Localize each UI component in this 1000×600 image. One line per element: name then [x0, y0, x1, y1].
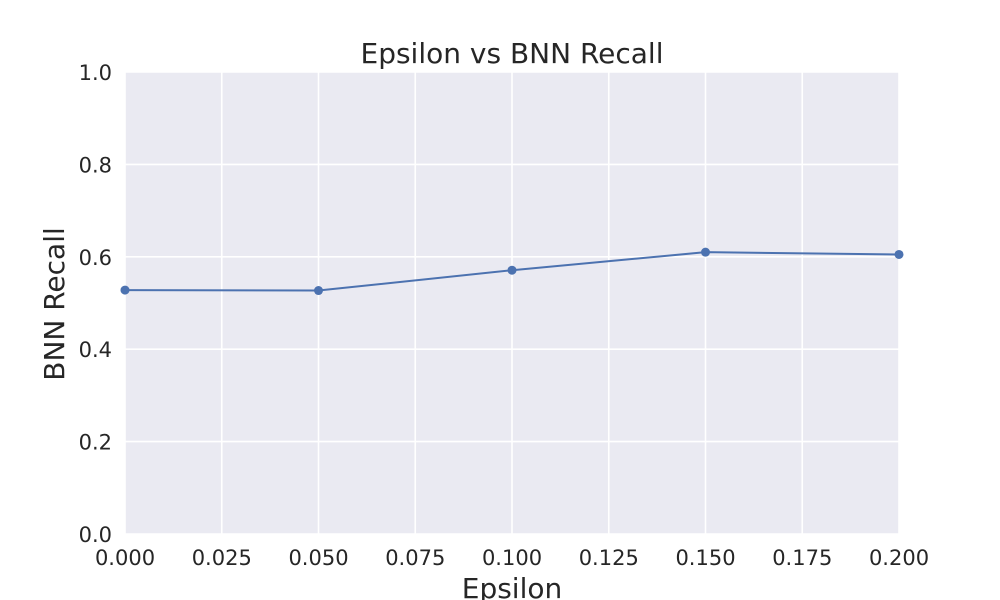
x-tick-label: 0.125: [579, 546, 639, 570]
data-point: [120, 285, 130, 295]
series-layer: [120, 247, 904, 296]
y-tick-label: 0.6: [79, 246, 112, 270]
x-tick-label: 0.025: [192, 546, 252, 570]
data-point: [507, 265, 517, 275]
x-tick-label: 0.050: [288, 546, 348, 570]
y-tick-label: 0.2: [79, 431, 112, 455]
x-tick-label: 0.075: [385, 546, 445, 570]
x-axis-label: Epsilon: [462, 572, 563, 600]
y-tick-label: 0.8: [79, 153, 112, 177]
y-tick-label: 1.0: [79, 61, 112, 85]
y-tick-labels: 0.0 0.2 0.4 0.6 0.8 1.0: [79, 61, 112, 547]
y-tick-label: 0.4: [79, 338, 112, 362]
y-axis-label: BNN Recall: [38, 227, 71, 381]
x-tick-label: 0.100: [482, 546, 542, 570]
y-tick-label: 0.0: [79, 523, 112, 547]
x-tick-labels: 0.000 0.025 0.050 0.075 0.100 0.125 0.150 0.175…: [95, 546, 929, 570]
data-point: [894, 249, 904, 259]
x-tick-label: 0.000: [95, 546, 155, 570]
x-tick-label: 0.175: [772, 546, 832, 570]
data-point: [701, 247, 710, 257]
data-point: [314, 286, 323, 296]
chart-title: Epsilon vs BNN Recall: [361, 37, 664, 70]
grid: [124, 71, 900, 535]
x-tick-label: 0.150: [675, 546, 735, 570]
x-tick-label: 0.200: [869, 546, 929, 570]
